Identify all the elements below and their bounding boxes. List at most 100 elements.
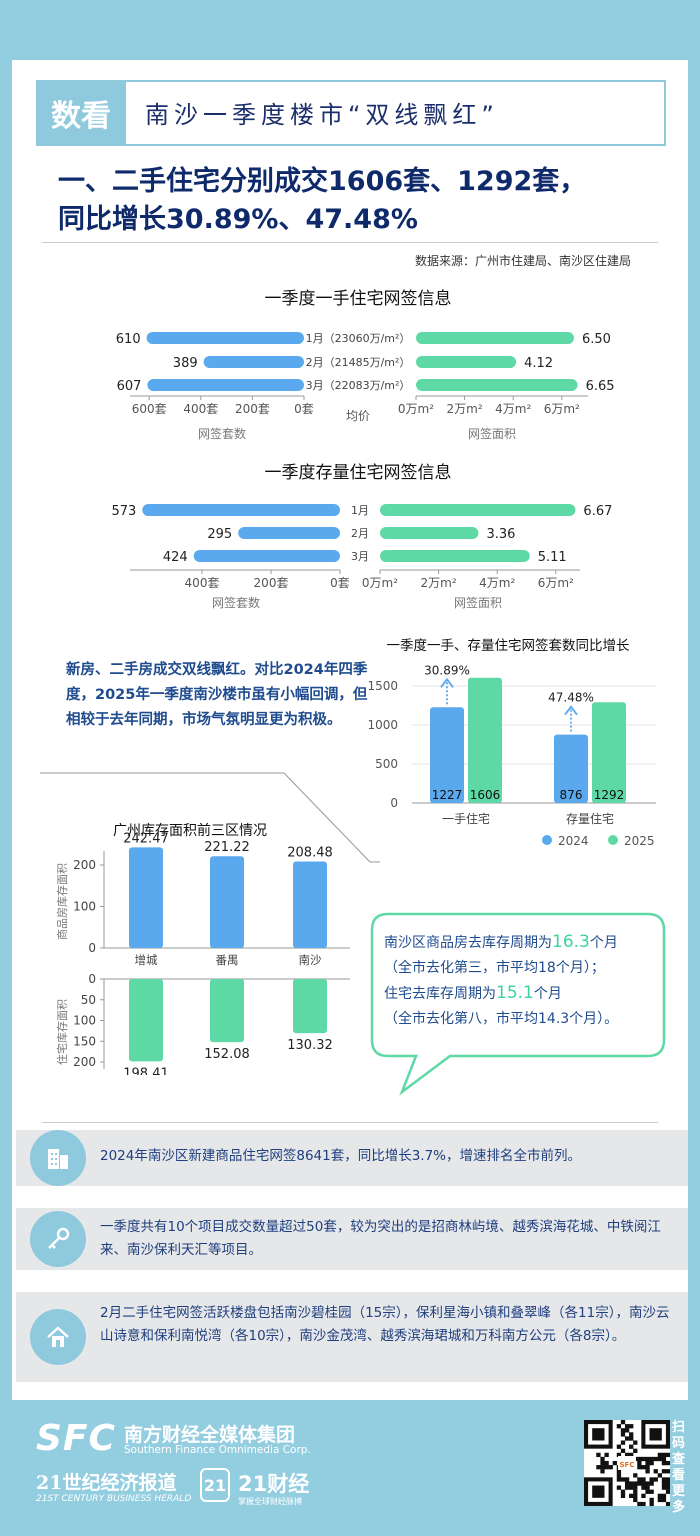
value-label: 6.65 [586,379,615,394]
tick-label: 0 [390,796,398,810]
qr-cell [657,1456,663,1462]
tick-label: 200套 [235,402,270,416]
qr-cell [620,1448,626,1453]
value-label: 295 [207,527,232,542]
category-label: 南沙 [299,953,322,967]
qr-cell [620,1489,626,1494]
qr-cell [665,1469,670,1474]
growth-label: 47.48% [548,691,594,705]
chart-title: 一季度一手、存量住宅网签套数同比增长 [387,637,630,654]
bar-area [380,527,479,539]
qr-cell [620,1440,626,1445]
tick-label: 150 [73,1034,96,1048]
bar-count [203,356,304,368]
tick-label: 4万m² [479,576,515,590]
qr-cell [620,1477,626,1482]
qr-cell [645,1456,650,1462]
qr-cell [629,1485,634,1490]
qr-cell [641,1501,646,1506]
category-label: 2月 [351,527,369,540]
qr-cell [616,1452,622,1458]
qr-cell [629,1444,634,1449]
qr-cell [624,1424,630,1429]
tick-label: 500 [375,757,398,771]
qr-cell [616,1477,622,1482]
tick-label: 0套 [294,402,314,416]
group-name-en: Southern Finance Omnimedia Corp. [124,1444,311,1456]
legend-dot-2025 [608,835,618,845]
value-label: 3.36 [486,527,515,542]
qr-cell [629,1481,634,1486]
bar-count [142,504,340,516]
value-label: 573 [111,504,136,519]
brand-herald-en: 21ST CENTURY BUSINESS HERALD [36,1494,192,1504]
qr-cell [665,1477,670,1482]
qr-cell [657,1497,663,1503]
qr-cell [641,1477,646,1482]
chart-secondhand-housing: 一季度存量住宅网签信息 400套 200套 0套 0万m² 2万m² 4万m² 6万m² 57… [111,463,612,610]
qr-cell [641,1481,646,1486]
qr-cell [661,1469,667,1474]
bar-commercial-inventory [129,847,163,948]
tick-label: 6万m² [544,402,580,416]
qr-cell [661,1493,667,1499]
tick-label: 0 [88,972,96,986]
headline-line2: 同比增长30.89%、47.48% [58,204,418,235]
qr-cell [600,1469,605,1474]
bar-2024 [430,707,464,803]
qr-cell [653,1469,658,1474]
bar-residential-inventory [210,979,244,1043]
qr-cell [633,1489,638,1494]
tick-label: 0万m² [398,402,434,416]
tick-label: 1000 [367,718,398,732]
qr-code[interactable]: SFC [584,1420,670,1506]
qr-cell [665,1485,670,1490]
tick-label: 2万m² [447,402,483,416]
qr-cell [616,1485,622,1490]
qr-cell [661,1485,667,1490]
qr-cell [620,1428,626,1433]
value-label: 1227 [432,788,463,802]
qr-cell [624,1436,630,1441]
data-source: 数据来源：广州市住建局、南沙区住建局 [415,254,632,268]
qr-cell [645,1469,650,1474]
tick-label: 200 [73,1055,96,1069]
tick-label: 50 [81,993,96,1007]
tick-label: 0套 [330,576,350,590]
house-icon [30,1309,86,1365]
upper-axis-title: 商品房库存面积 [55,863,69,940]
qr-cell [637,1465,642,1470]
category-label: 2月（21485万/m²） [306,356,411,369]
qr-cell [665,1489,670,1494]
highlight-value: 16.3 [552,932,590,952]
info-text: 2024年南沙区新建商品住宅网签8641套，同比增长3.7%，增速排名全市前列。 [100,1148,582,1164]
qr-cell [637,1481,642,1486]
growth-arrow-head [440,677,454,688]
qr-cell [624,1485,630,1490]
value-label: 152.08 [204,1047,250,1062]
info-text: 2月二手住宅网签活跃楼盘包括南沙碧桂园（15宗），保利星海小镇和叠翠峰（各11宗… [100,1305,670,1344]
qr-cell [596,1452,601,1458]
qr-caption: 扫码查看更多 [672,1420,686,1515]
qr-cell [665,1481,670,1486]
qr-cell [641,1456,646,1462]
qr-cell [604,1465,609,1470]
qr-cell [649,1497,654,1503]
qr-cell [633,1481,638,1486]
brand-21-logo: 21 [200,1468,230,1502]
inventory-cycle-text: 南沙区商品房去库存周期为16.3个月 （全市去化第三，市平均18个月）； 住宅去… [384,932,619,1027]
value-label: 389 [173,356,198,371]
qr-cell [600,1456,605,1462]
qr-cell [645,1460,650,1466]
brand-herald: 21世纪经济报道 [36,1472,177,1494]
qr-cell [620,1493,626,1499]
qr-cell [657,1452,663,1458]
key-icon [30,1211,86,1267]
right-axis-title: 网签面积 [454,595,502,610]
growth-label: 30.89% [424,663,470,677]
qr-cell [633,1448,638,1453]
group-name: 南方财经全媒体集团 [124,1424,296,1446]
qr-cell [616,1424,622,1429]
bar-count [147,379,304,391]
category-label: 1月 [351,504,369,517]
